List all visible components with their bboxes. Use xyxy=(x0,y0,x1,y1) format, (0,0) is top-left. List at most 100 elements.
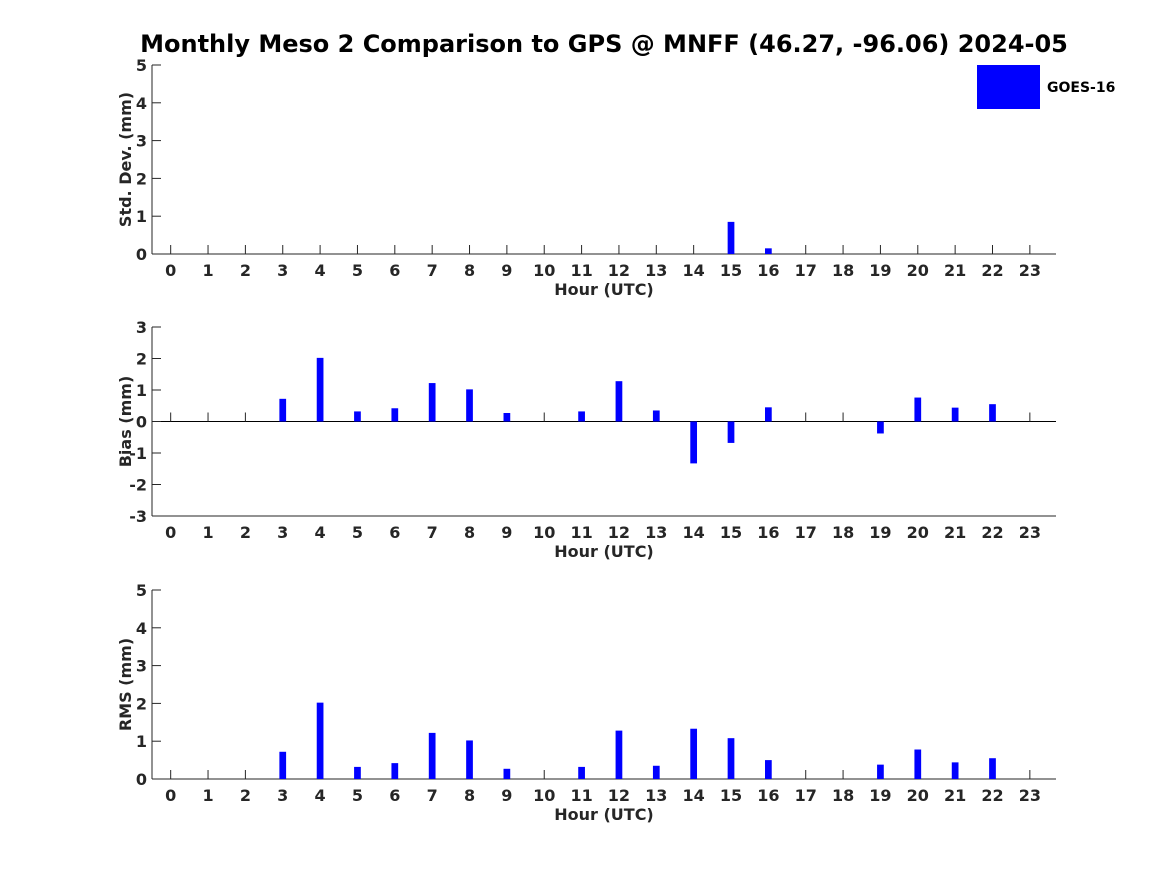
x-tick-label: 15 xyxy=(720,523,742,542)
x-tick-label: 20 xyxy=(907,786,929,805)
x-tick-label: 0 xyxy=(165,261,176,280)
bar-hour-16 xyxy=(765,407,772,422)
bar-hour-11 xyxy=(578,411,585,422)
bar-hour-8 xyxy=(466,740,473,779)
x-tick-label: 14 xyxy=(683,523,705,542)
x-tick-label: 12 xyxy=(608,786,630,805)
x-tick-label: 12 xyxy=(608,523,630,542)
x-tick-label: 9 xyxy=(501,261,512,280)
y-axis-label: RMS (mm) xyxy=(116,638,135,731)
x-tick-label: 3 xyxy=(277,523,288,542)
x-tick-label: 4 xyxy=(315,786,326,805)
y-tick-label: -1 xyxy=(129,444,147,463)
x-tick-label: 23 xyxy=(1019,523,1041,542)
x-tick-label: 16 xyxy=(757,786,779,805)
x-tick-label: 10 xyxy=(533,523,555,542)
bar-hour-22 xyxy=(989,758,996,779)
bar-hour-14 xyxy=(690,728,698,779)
x-tick-label: 9 xyxy=(501,786,512,805)
x-tick-label: 3 xyxy=(277,786,288,805)
y-tick-label: 2 xyxy=(136,694,147,713)
x-tick-label: 19 xyxy=(869,786,891,805)
bar-hour-20 xyxy=(914,397,922,422)
y-axis-label: Bias (mm) xyxy=(116,376,135,468)
bar-hour-4 xyxy=(316,357,324,422)
y-tick-label: 1 xyxy=(136,207,147,226)
x-tick-label: 17 xyxy=(795,786,817,805)
x-axis-label: Hour (UTC) xyxy=(554,542,654,561)
bar-hour-20 xyxy=(914,749,922,779)
bar-hour-7 xyxy=(428,383,436,422)
x-tick-label: 13 xyxy=(645,261,667,280)
bar-hour-15 xyxy=(727,221,735,254)
y-tick-label: 3 xyxy=(136,318,147,337)
bar-hour-3 xyxy=(279,398,287,422)
bar-hour-13 xyxy=(652,765,660,779)
y-axis-label: Std. Dev. (mm) xyxy=(116,92,135,227)
bar-hour-16 xyxy=(765,248,772,254)
bar-hour-9 xyxy=(503,412,511,422)
bar-hour-21 xyxy=(951,762,959,779)
x-tick-label: 2 xyxy=(240,523,251,542)
x-tick-label: 16 xyxy=(757,261,779,280)
y-tick-label: 0 xyxy=(136,245,147,264)
x-tick-label: 0 xyxy=(165,523,176,542)
bar-hour-8 xyxy=(466,389,473,422)
x-tick-label: 15 xyxy=(720,786,742,805)
x-axis-label: Hour (UTC) xyxy=(554,805,654,824)
x-tick-label: 21 xyxy=(944,261,966,280)
x-tick-label: 21 xyxy=(944,786,966,805)
bar-hour-3 xyxy=(279,751,287,779)
x-tick-label: 3 xyxy=(277,261,288,280)
x-tick-label: 11 xyxy=(570,523,592,542)
x-tick-label: 23 xyxy=(1019,786,1041,805)
x-tick-label: 11 xyxy=(570,786,592,805)
x-tick-label: 23 xyxy=(1019,261,1041,280)
bar-hour-5 xyxy=(354,411,361,422)
bar-hour-11 xyxy=(578,766,585,779)
bar-hour-15 xyxy=(727,421,735,443)
y-tick-label: -3 xyxy=(129,507,147,526)
y-tick-label: 3 xyxy=(136,657,147,676)
bar-hour-16 xyxy=(765,760,772,779)
y-tick-label: 1 xyxy=(136,732,147,751)
y-tick-label: 4 xyxy=(136,619,147,638)
x-tick-label: 7 xyxy=(427,261,438,280)
bar-hour-14 xyxy=(690,421,698,464)
x-tick-label: 11 xyxy=(570,261,592,280)
bar-hour-7 xyxy=(428,732,436,779)
x-tick-label: 5 xyxy=(352,786,363,805)
bar-hour-5 xyxy=(354,766,361,779)
legend-label-goes-16: GOES-16 xyxy=(1047,80,1115,96)
x-tick-label: 18 xyxy=(832,523,854,542)
bar-hour-22 xyxy=(989,404,996,422)
x-tick-label: 21 xyxy=(944,523,966,542)
x-tick-label: 20 xyxy=(907,523,929,542)
bar-hour-15 xyxy=(727,738,735,779)
x-tick-label: 14 xyxy=(683,786,705,805)
x-tick-label: 17 xyxy=(795,523,817,542)
bar-hour-21 xyxy=(951,407,959,422)
x-tick-label: 13 xyxy=(645,786,667,805)
x-tick-label: 19 xyxy=(869,523,891,542)
y-tick-label: 0 xyxy=(136,413,147,432)
x-tick-label: 12 xyxy=(608,261,630,280)
x-tick-label: 5 xyxy=(352,523,363,542)
x-tick-label: 17 xyxy=(795,261,817,280)
x-tick-label: 8 xyxy=(464,261,475,280)
bar-hour-9 xyxy=(503,768,511,779)
x-tick-label: 15 xyxy=(720,261,742,280)
y-tick-label: -2 xyxy=(129,476,147,495)
x-tick-label: 8 xyxy=(464,523,475,542)
legend: GOES-16 xyxy=(977,65,1115,109)
x-tick-label: 22 xyxy=(981,523,1003,542)
legend-swatch-goes-16 xyxy=(977,65,1040,109)
x-tick-label: 1 xyxy=(202,261,213,280)
y-tick-label: 4 xyxy=(136,94,147,113)
y-tick-label: 5 xyxy=(136,581,147,600)
chart-title: Monthly Meso 2 Comparison to GPS @ MNFF … xyxy=(140,30,1068,58)
y-tick-label: 5 xyxy=(136,56,147,75)
y-tick-label: 3 xyxy=(136,132,147,151)
